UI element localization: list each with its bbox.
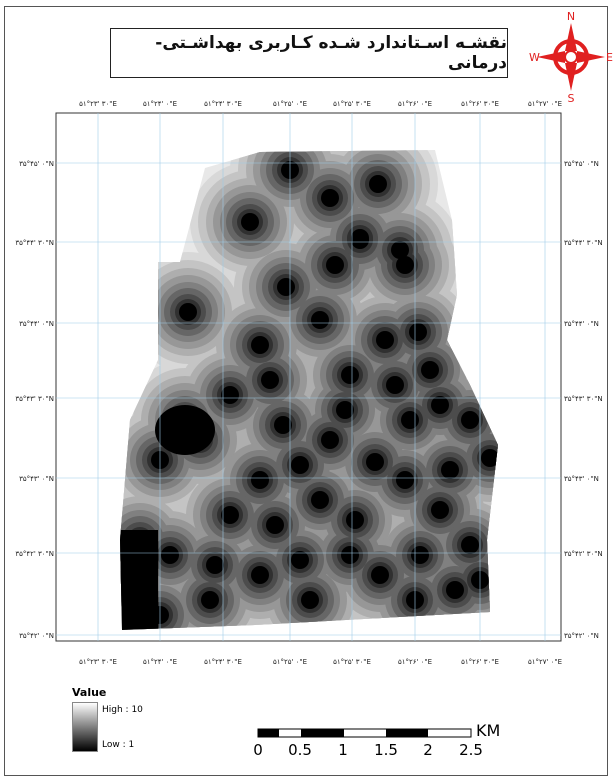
graticule-label: ۵۱°۲۶' ۳۰"E xyxy=(461,100,499,108)
graticule-label: ۳۵°۴۵' ۰"N xyxy=(564,160,599,168)
map-title: نقشـه اسـتاندارد شـده کـاربری بهداشـتی- … xyxy=(155,33,507,73)
scale-label: 0 xyxy=(253,741,263,759)
graticule-label: ۵۱°۲۳' ۳۰"E xyxy=(79,100,117,108)
graticule-label: ۵۱°۲۶' ۳۰"E xyxy=(461,658,499,666)
graticule-label: ۵۱°۲۶' ۰"E xyxy=(398,100,432,108)
graticule-label: ۳۵°۴۲' ۰"N xyxy=(564,632,599,640)
graticule-lines xyxy=(56,113,561,641)
graticule-label: ۵۱°۲۴' ۳۰"E xyxy=(204,658,242,666)
legend-title: Value xyxy=(72,686,107,699)
raster-layer xyxy=(120,150,498,630)
graticule-label: ۵۱°۲۵' ۰"E xyxy=(273,658,307,666)
scale-label: 1.5 xyxy=(374,741,398,759)
graticule-label: ۳۵°۴۴' ۳۰"N xyxy=(15,239,54,247)
graticule-label: ۳۵°۴۲' ۳۰"N xyxy=(15,550,54,558)
scale-label: 0.5 xyxy=(288,741,312,759)
graticule-label: ۳۵°۴۴' ۰"N xyxy=(19,320,54,328)
legend-low-label: Low : 1 xyxy=(102,740,135,750)
east-label: E xyxy=(606,51,613,64)
scale-label: 1 xyxy=(338,741,348,759)
graticule-label: ۳۵°۴۴' ۳۰"N xyxy=(564,239,603,247)
graticule-labels: ۵۱°۲۳' ۳۰"E ۵۱°۲۴' ۰"E ۵۱°۲۴' ۳۰"E ۵۱°۲۵' ۰… xyxy=(15,100,602,666)
graticule-label: ۳۵°۴۲' ۰"N xyxy=(19,632,54,640)
south-label: S xyxy=(568,92,575,102)
graticule-label: ۵۱°۲۶' ۰"E xyxy=(398,658,432,666)
graticule-label: ۵۱°۲۴' ۰"E xyxy=(143,658,177,666)
graticule-label: ۵۱°۲۷' ۰"E xyxy=(528,100,562,108)
scale-label: 2.5 xyxy=(459,741,483,759)
graticule-label: ۵۱°۲۷' ۰"E xyxy=(528,658,562,666)
graticule-label: ۳۵°۴۳' ۳۰"N xyxy=(15,395,54,403)
graticule-label: ۳۵°۴۳' ۰"N xyxy=(564,475,599,483)
graticule-label: ۳۵°۴۳' ۰"N xyxy=(19,475,54,483)
graticule-label: ۵۱°۲۳' ۳۰"E xyxy=(79,658,117,666)
legend-high-label: High : 10 xyxy=(102,705,143,715)
graticule-label: ۵۱°۲۴' ۰"E xyxy=(143,100,177,108)
graticule-label: ۳۵°۴۳' ۳۰"N xyxy=(564,395,603,403)
west-label: W xyxy=(529,51,540,64)
graticule-label: ۵۱°۲۵' ۰"E xyxy=(273,100,307,108)
legend-color-ramp xyxy=(72,702,98,752)
graticule-label: ۳۵°۴۵' ۰"N xyxy=(19,160,54,168)
graticule-label: ۳۵°۴۲' ۳۰"N xyxy=(564,550,603,558)
north-label: N xyxy=(567,10,575,23)
title-box: نقشـه اسـتاندارد شـده کـاربری بهداشـتی- … xyxy=(110,28,508,78)
scale-label: 2 xyxy=(423,741,433,759)
map-frame xyxy=(4,6,608,776)
graticule-label: ۵۱°۲۵' ۳۰"E xyxy=(333,100,371,108)
graticule-label: ۵۱°۲۴' ۳۰"E xyxy=(204,100,242,108)
north-arrow-icon: N S W E xyxy=(529,10,613,102)
map-svg: ۵۱°۲۳' ۳۰"E ۵۱°۲۴' ۰"E ۵۱°۲۴' ۳۰"E ۵۱°۲۵' ۰… xyxy=(15,100,602,666)
scale-unit: KM xyxy=(476,721,501,740)
graticule-label: ۳۵°۴۴' ۰"N xyxy=(564,320,599,328)
graticule-label: ۵۱°۲۵' ۳۰"E xyxy=(333,658,371,666)
